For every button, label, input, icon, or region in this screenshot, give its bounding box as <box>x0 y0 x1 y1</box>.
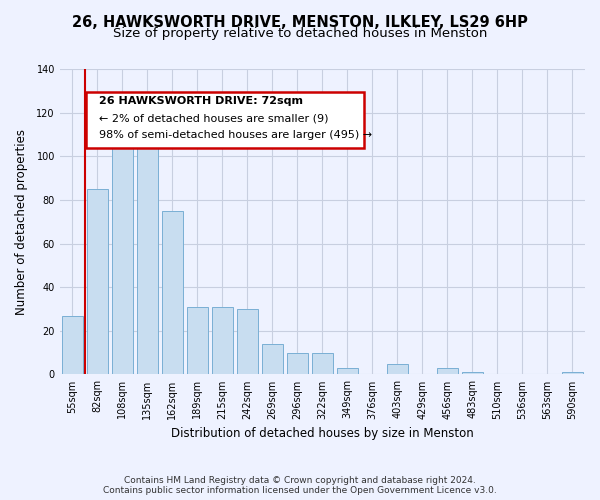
Text: ← 2% of detached houses are smaller (9): ← 2% of detached houses are smaller (9) <box>99 114 329 124</box>
Bar <box>62 316 83 374</box>
Y-axis label: Number of detached properties: Number of detached properties <box>15 128 28 314</box>
Bar <box>212 307 233 374</box>
Bar <box>236 309 258 374</box>
Bar <box>137 143 158 374</box>
Bar <box>562 372 583 374</box>
Text: 98% of semi-detached houses are larger (495) →: 98% of semi-detached houses are larger (… <box>99 130 372 140</box>
Bar <box>112 136 133 374</box>
Text: Size of property relative to detached houses in Menston: Size of property relative to detached ho… <box>113 28 487 40</box>
Bar <box>437 368 458 374</box>
Text: Contains HM Land Registry data © Crown copyright and database right 2024.: Contains HM Land Registry data © Crown c… <box>124 476 476 485</box>
Bar <box>387 364 408 374</box>
Bar <box>312 352 333 374</box>
Bar <box>462 372 483 374</box>
Bar <box>337 368 358 374</box>
FancyBboxPatch shape <box>86 92 364 148</box>
Bar <box>161 211 183 374</box>
Bar <box>187 307 208 374</box>
Bar <box>287 352 308 374</box>
X-axis label: Distribution of detached houses by size in Menston: Distribution of detached houses by size … <box>171 427 474 440</box>
Text: 26 HAWKSWORTH DRIVE: 72sqm: 26 HAWKSWORTH DRIVE: 72sqm <box>99 96 303 106</box>
Bar <box>86 189 108 374</box>
Text: Contains public sector information licensed under the Open Government Licence v3: Contains public sector information licen… <box>103 486 497 495</box>
Text: 26, HAWKSWORTH DRIVE, MENSTON, ILKLEY, LS29 6HP: 26, HAWKSWORTH DRIVE, MENSTON, ILKLEY, L… <box>72 15 528 30</box>
Bar <box>262 344 283 374</box>
